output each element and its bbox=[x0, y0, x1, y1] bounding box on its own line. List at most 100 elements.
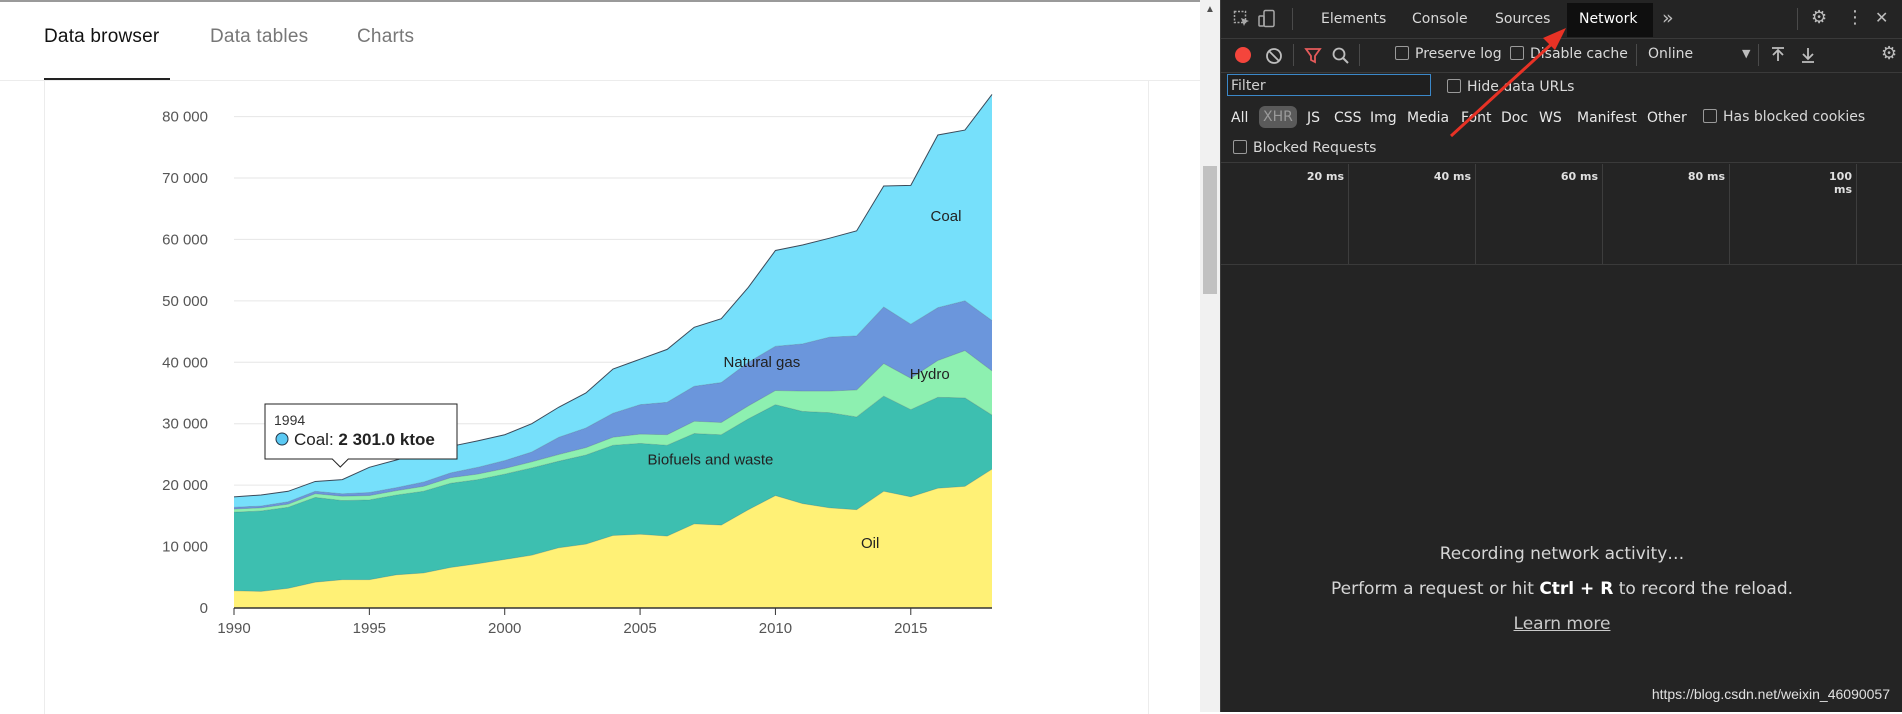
filter-type-doc[interactable]: Doc bbox=[1501, 110, 1529, 126]
panel-border-left bbox=[44, 80, 45, 714]
preserve-log-box[interactable] bbox=[1395, 46, 1409, 60]
devtools-panel: Elements Console Sources Network » ⚙ ⋮ ✕… bbox=[1220, 0, 1902, 712]
toolbar-divider-3 bbox=[1293, 44, 1294, 66]
preserve-log-label: Preserve log bbox=[1415, 46, 1502, 62]
tab-bar: Data browser Data tables Charts bbox=[0, 2, 1200, 81]
tooltip-series-name: Coal: bbox=[294, 430, 338, 449]
disable-cache-box[interactable] bbox=[1510, 46, 1524, 60]
toolbar-divider-6 bbox=[1758, 44, 1759, 66]
import-har-icon[interactable] bbox=[1769, 46, 1787, 64]
tooltip-box bbox=[264, 403, 458, 468]
export-har-icon[interactable] bbox=[1799, 46, 1817, 64]
has-blocked-cookies-checkbox[interactable]: Has blocked cookies bbox=[1703, 109, 1865, 125]
y-tick-label: 80 000 bbox=[162, 109, 208, 126]
record-icon[interactable] bbox=[1235, 47, 1251, 63]
area-hydro bbox=[234, 350, 992, 513]
network-overview-timeline[interactable] bbox=[1221, 162, 1902, 265]
blocked-requests-box[interactable] bbox=[1233, 140, 1247, 154]
disable-cache-checkbox[interactable]: Disable cache bbox=[1510, 46, 1628, 62]
filter-type-all[interactable]: All bbox=[1231, 110, 1249, 126]
tooltip-color-swatch bbox=[275, 432, 289, 446]
series-label-oil: Oil bbox=[861, 535, 879, 552]
has-blocked-cookies-box[interactable] bbox=[1703, 109, 1717, 123]
series-labels: Oil Biofuels and waste Hydro Natural gas Coa… bbox=[647, 208, 961, 552]
network-toolbar: Preserve log Disable cache Online ▼ ⚙ bbox=[1221, 38, 1902, 73]
total-outline bbox=[233, 94, 993, 498]
scroll-up-arrow-icon[interactable]: ▲ bbox=[1205, 4, 1215, 15]
y-tick-label: 70 000 bbox=[162, 170, 208, 187]
more-tabs-icon[interactable]: » bbox=[1662, 7, 1674, 29]
hide-data-urls-box[interactable] bbox=[1447, 79, 1461, 93]
x-tick-label: 1995 bbox=[353, 620, 386, 637]
learn-more-link[interactable]: Learn more bbox=[1513, 614, 1611, 634]
filter-funnel-icon[interactable] bbox=[1304, 47, 1322, 65]
timeline-tick-label: 100 ms bbox=[1829, 170, 1852, 196]
watermark-text: https://blog.csdn.net/weixin_46090057 bbox=[1651, 686, 1890, 702]
filter-type-media[interactable]: Media bbox=[1407, 110, 1450, 126]
x-tick-label: 2000 bbox=[488, 620, 521, 637]
filter-type-ws[interactable]: WS bbox=[1539, 110, 1562, 126]
tooltip-year: 1994 bbox=[274, 412, 305, 428]
hide-data-urls-checkbox[interactable]: Hide data URLs bbox=[1447, 79, 1574, 95]
blocked-requests-checkbox[interactable]: Blocked Requests bbox=[1233, 140, 1376, 156]
more-options-kebab-icon[interactable]: ⋮ bbox=[1846, 7, 1864, 28]
toolbar-divider-2 bbox=[1797, 8, 1798, 30]
learn-more-row: Learn more bbox=[1221, 614, 1902, 634]
area-natural-gas bbox=[234, 300, 992, 510]
preserve-log-checkbox[interactable]: Preserve log bbox=[1395, 46, 1502, 62]
settings-gear-icon[interactable]: ⚙ bbox=[1811, 7, 1828, 28]
search-icon[interactable] bbox=[1331, 46, 1351, 66]
timeline-gridline bbox=[1729, 164, 1730, 264]
tab-sources[interactable]: Sources bbox=[1495, 11, 1551, 27]
data-browser-page: Data browser Data tables Charts 0 10 000 2… bbox=[0, 0, 1200, 714]
area-series bbox=[233, 94, 993, 608]
close-devtools-icon[interactable]: ✕ bbox=[1875, 8, 1889, 27]
series-label-natural-gas: Natural gas bbox=[724, 354, 801, 371]
filter-type-other[interactable]: Other bbox=[1647, 110, 1687, 126]
filter-type-js[interactable]: JS bbox=[1307, 110, 1321, 126]
page-scrollbar[interactable]: ▲ bbox=[1200, 0, 1220, 712]
filter-type-xhr[interactable]: XHR bbox=[1259, 106, 1297, 128]
tab-elements[interactable]: Elements bbox=[1321, 11, 1387, 27]
series-label-hydro: Hydro bbox=[910, 366, 950, 383]
filter-input[interactable]: Filter bbox=[1227, 74, 1431, 96]
hide-data-urls-label: Hide data URLs bbox=[1467, 79, 1575, 95]
area-oil bbox=[234, 469, 992, 608]
filter-type-css[interactable]: CSS bbox=[1334, 110, 1362, 126]
throttling-value: Online bbox=[1648, 46, 1694, 62]
network-settings-gear-icon[interactable]: ⚙ bbox=[1881, 43, 1898, 64]
clear-icon[interactable] bbox=[1265, 47, 1283, 65]
y-tick-label: 50 000 bbox=[162, 293, 208, 310]
filter-placeholder: Filter bbox=[1231, 78, 1266, 94]
timeline-gridline bbox=[1856, 164, 1857, 264]
filter-type-img[interactable]: Img bbox=[1370, 110, 1397, 126]
devtools-tab-bar: Elements Console Sources Network » ⚙ ⋮ ✕ bbox=[1221, 0, 1902, 39]
filter-type-manifest[interactable]: Manifest bbox=[1577, 110, 1637, 126]
timeline-tick-label: 80 ms bbox=[1687, 170, 1725, 183]
tooltip-value: Coal: 2 301.0 ktoe bbox=[294, 430, 435, 449]
tab-network-label: Network bbox=[1579, 11, 1638, 27]
axes: 0 10 000 20 000 30 000 40 000 50 000 60 000 70 … bbox=[162, 109, 992, 637]
scroll-thumb[interactable] bbox=[1203, 166, 1217, 294]
tab-console[interactable]: Console bbox=[1412, 11, 1468, 27]
perform-suffix: to record the reload. bbox=[1613, 579, 1794, 599]
y-tick-label: 10 000 bbox=[162, 539, 208, 556]
tab-charts[interactable]: Charts bbox=[357, 26, 415, 47]
throttling-select[interactable]: Online ▼ bbox=[1648, 46, 1750, 62]
layer-boundary bbox=[233, 395, 993, 513]
blocked-requests-label: Blocked Requests bbox=[1253, 140, 1377, 156]
energy-area-chart: 0 10 000 20 000 30 000 40 000 50 000 60 000 70 … bbox=[162, 94, 993, 637]
area-coal bbox=[234, 94, 992, 508]
inspect-element-icon[interactable] bbox=[1233, 10, 1251, 28]
area-biofuels-and-waste bbox=[234, 396, 992, 592]
panel-border-right bbox=[1148, 80, 1149, 714]
tab-network[interactable]: Network bbox=[1567, 3, 1653, 37]
disable-cache-label: Disable cache bbox=[1530, 46, 1628, 62]
tab-data-tables[interactable]: Data tables bbox=[210, 26, 309, 47]
x-tick-label: 2015 bbox=[894, 620, 927, 637]
layer-boundary bbox=[233, 350, 993, 510]
filter-type-font[interactable]: Font bbox=[1461, 110, 1492, 126]
layer-boundary bbox=[233, 300, 993, 508]
device-toolbar-icon[interactable] bbox=[1257, 9, 1277, 29]
tab-data-browser[interactable]: Data browser bbox=[44, 26, 160, 47]
